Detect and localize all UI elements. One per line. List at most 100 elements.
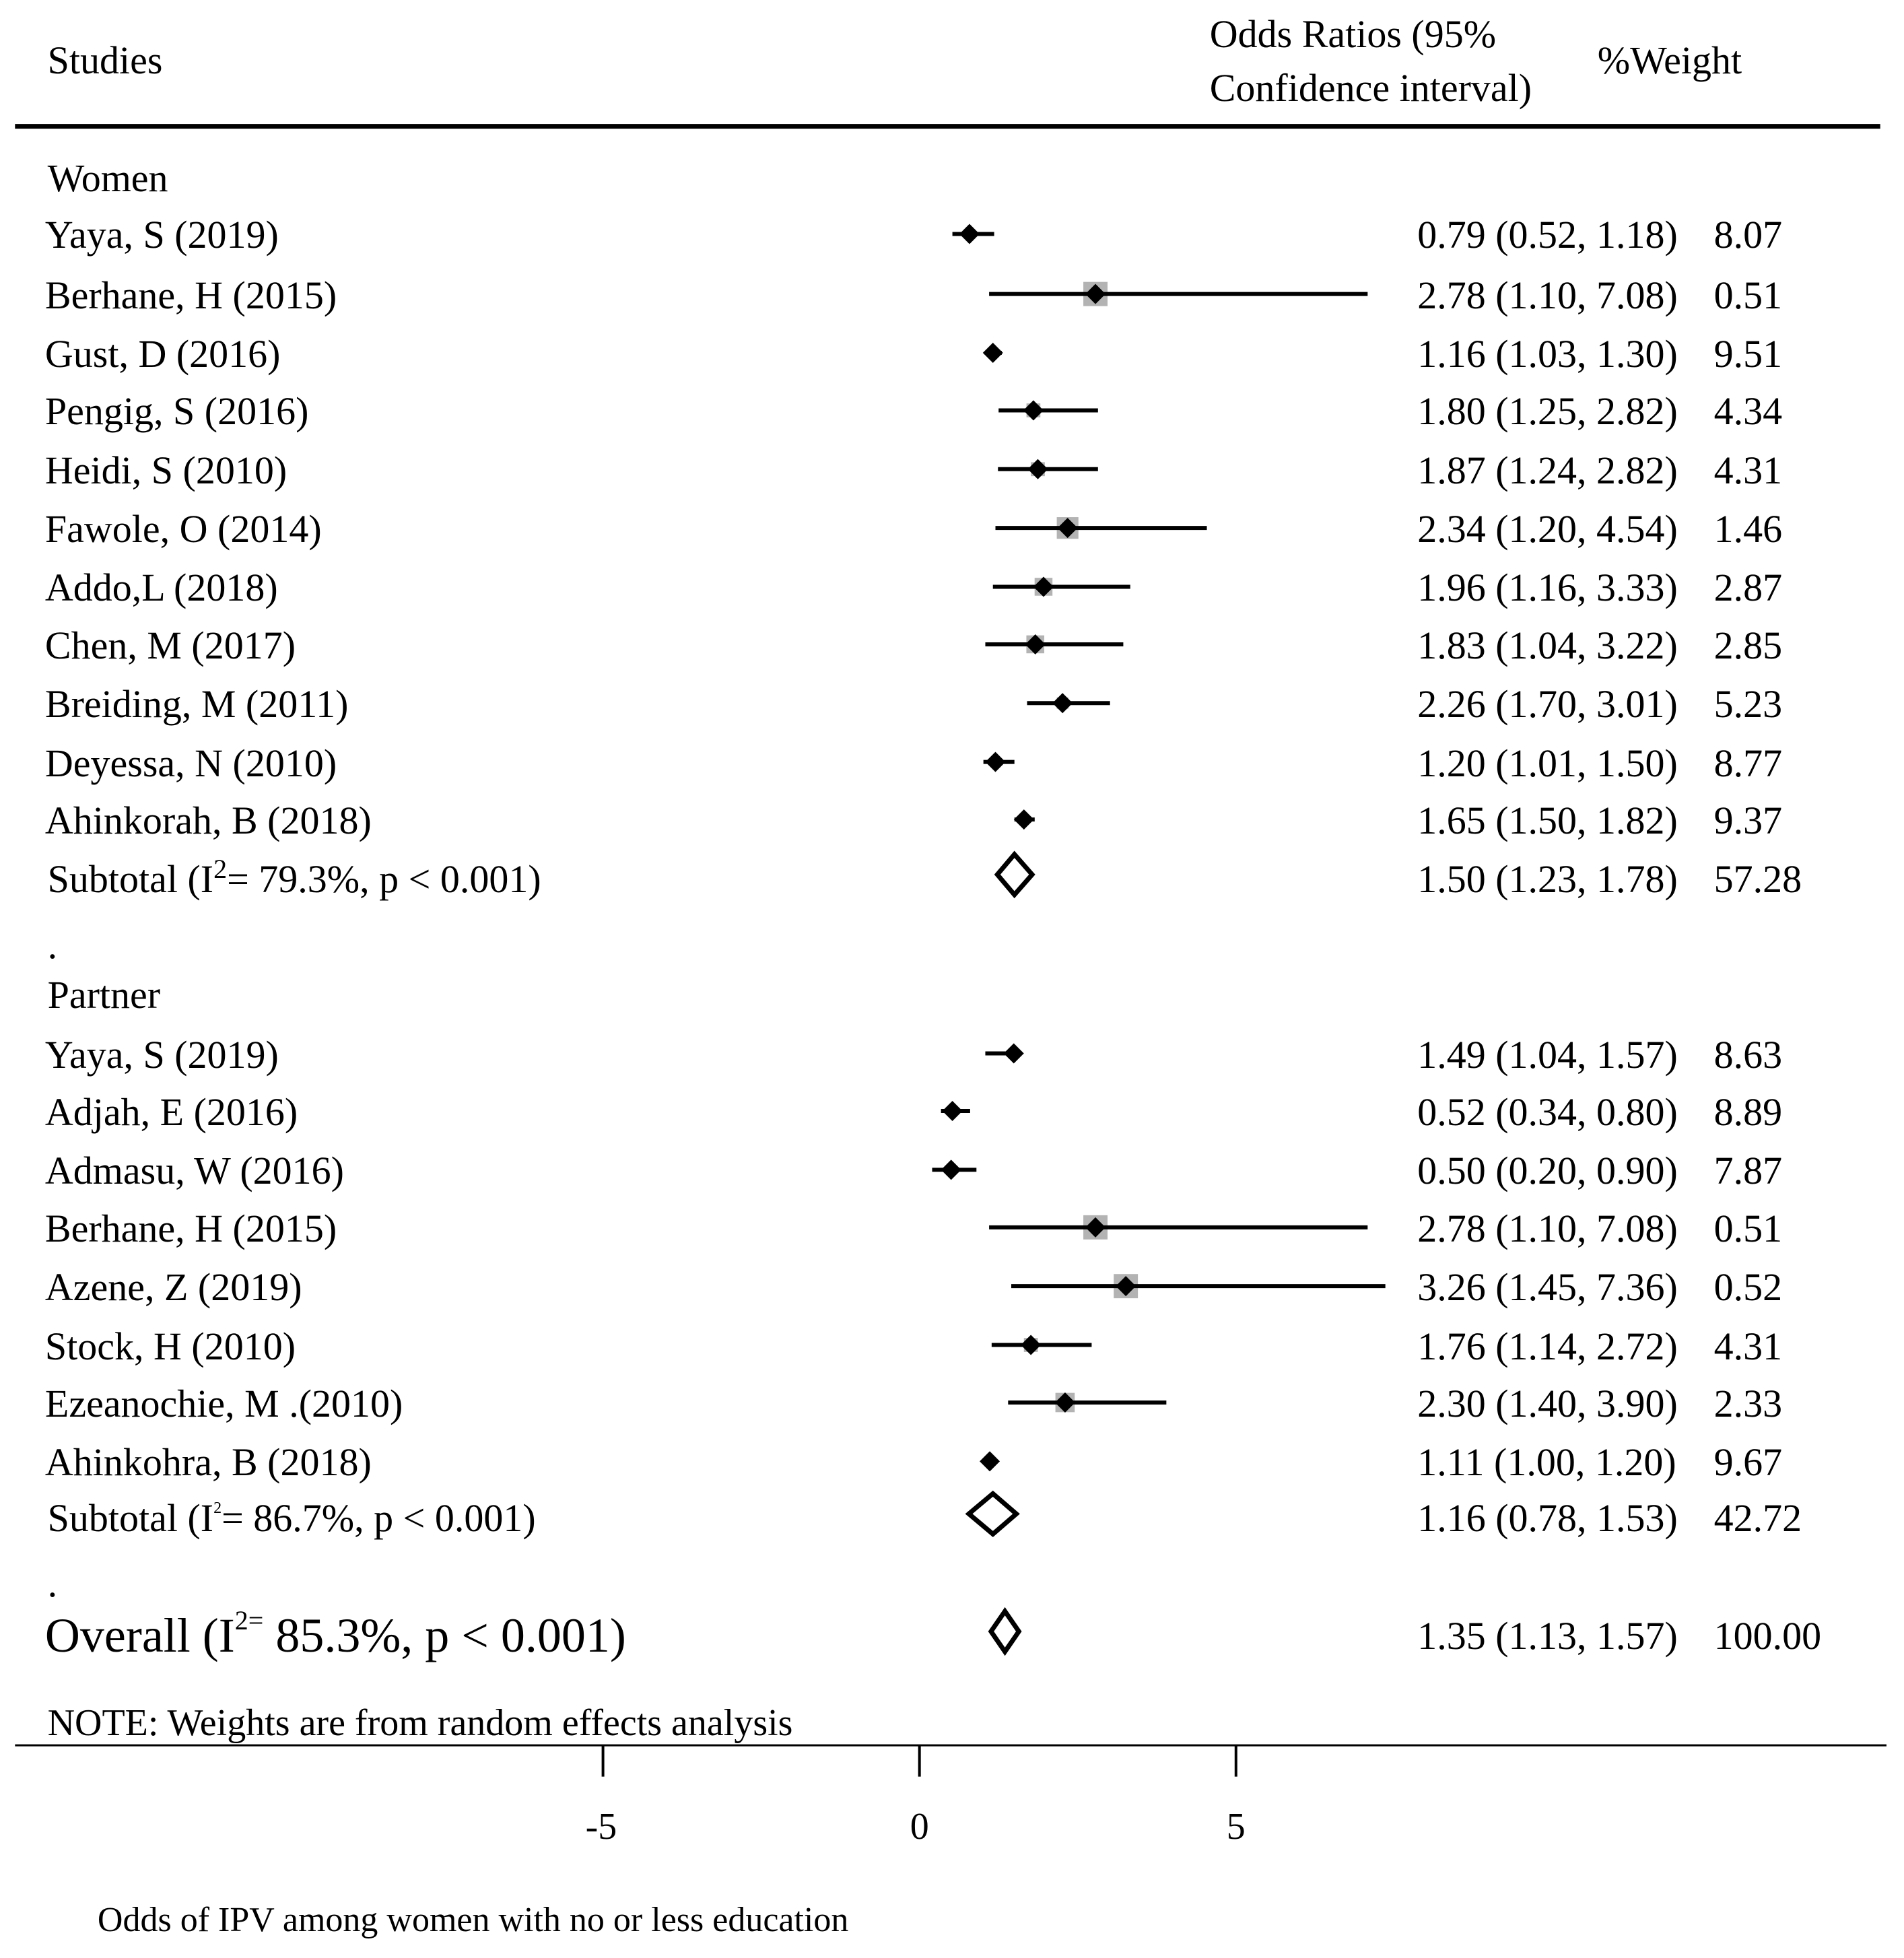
group-label-women: Women <box>47 156 168 200</box>
ci-value: 2.78 (1.10, 7.08) <box>1417 1206 1678 1250</box>
subtotal-label-partner: Subtotal (I2= 86.7%, p < 0.001) <box>48 1499 536 1538</box>
header-weight: %Weight <box>1597 38 1742 83</box>
point-estimate <box>1033 576 1054 597</box>
note-text: NOTE: Weights are from random effects an… <box>47 1701 793 1744</box>
x-tick-label: 0 <box>910 1806 929 1848</box>
study-label: Admasu, W (2016) <box>44 1149 344 1193</box>
study-label: Stock, H (2010) <box>44 1324 296 1368</box>
point-estimate <box>1025 634 1046 654</box>
subtotal-word: Subtotal <box>47 856 178 901</box>
study-label: Breiding, M (2011) <box>44 682 349 727</box>
subtotal-weight-women: 57.28 <box>1713 856 1802 901</box>
study-label: Chen, M (2017) <box>44 623 296 667</box>
subtotal-stat: = 79.3%, p < 0.001) <box>227 856 541 901</box>
point-estimate <box>980 1451 1000 1472</box>
overall-paren: (I <box>202 1609 235 1663</box>
spacer-dot: . <box>47 1561 58 1605</box>
point-estimate <box>1003 1043 1024 1064</box>
study-label: Berhane, H (2015) <box>44 1206 337 1250</box>
study-label: Berhane, H (2015) <box>44 273 337 317</box>
weight-value: 0.51 <box>1713 273 1783 317</box>
header-or-line2: Confidence interval) <box>1209 66 1532 110</box>
point-estimate <box>1021 1335 1042 1355</box>
ci-value: 0.50 (0.20, 0.90) <box>1417 1149 1678 1193</box>
point-estimate <box>985 751 1006 772</box>
subtotal-paren: ( <box>187 1496 201 1541</box>
study-label: Ahinkorah, B (2018) <box>44 799 372 843</box>
weight-value: 0.52 <box>1713 1265 1783 1310</box>
overall-word: Overall <box>44 1609 191 1663</box>
ci-value: 2.34 (1.20, 4.54) <box>1417 507 1678 551</box>
ci-value: 1.76 (1.14, 2.72) <box>1417 1324 1678 1368</box>
weight-value: 8.63 <box>1713 1032 1783 1077</box>
ci-value: 1.49 (1.04, 1.57) <box>1417 1032 1678 1077</box>
study-label: Gust, D (2016) <box>44 331 281 376</box>
point-estimate <box>1054 1392 1075 1413</box>
point-estimate <box>942 1101 963 1122</box>
ci-value: 1.16 (1.03, 1.30) <box>1417 331 1678 376</box>
subtotal-diamond-partner <box>965 1490 1020 1537</box>
point-estimate <box>1052 693 1073 714</box>
point-estimate <box>1013 809 1034 830</box>
point-estimate <box>1085 283 1106 304</box>
point-estimate <box>941 1159 961 1180</box>
study-label: Yaya, S (2019) <box>44 213 279 257</box>
ci-value: 0.79 (0.52, 1.18) <box>1417 213 1678 257</box>
weight-value: 2.85 <box>1713 623 1783 667</box>
point-estimate <box>1085 1217 1106 1238</box>
subtotal-stat: = 86.7%, p < 0.001) <box>222 1496 536 1541</box>
ci-value: 2.30 (1.40, 3.90) <box>1417 1381 1678 1425</box>
study-label: Heidi, S (2010) <box>44 448 287 492</box>
x-tick-label: -5 <box>585 1806 617 1848</box>
point-estimate <box>982 342 1003 363</box>
point-estimate <box>1057 518 1078 539</box>
ci-value: 1.83 (1.04, 3.22) <box>1417 623 1678 667</box>
ci-value: 2.78 (1.10, 7.08) <box>1417 273 1678 317</box>
point-estimate <box>1027 459 1048 479</box>
study-label: Fawole, O (2014) <box>44 507 322 551</box>
overall-ci: 1.35 (1.13, 1.57) <box>1417 1613 1678 1658</box>
point-estimate <box>1116 1276 1136 1297</box>
overall-stat: 85.3%, p < 0.001) <box>263 1609 626 1663</box>
weight-value: 8.77 <box>1713 741 1783 785</box>
ci-value: 1.20 (1.01, 1.50) <box>1417 741 1678 785</box>
subtotal-diamond-women <box>994 850 1035 899</box>
weight-value: 1.46 <box>1713 507 1783 551</box>
study-label: Pengig, S (2016) <box>44 389 309 434</box>
point-estimate <box>959 224 980 244</box>
x-tick-label: 5 <box>1226 1806 1246 1848</box>
weight-value: 4.31 <box>1713 1324 1783 1368</box>
weight-value: 4.31 <box>1713 448 1783 492</box>
ci-value: 1.65 (1.50, 1.82) <box>1417 799 1678 843</box>
study-label: Ahinkohra, B (2018) <box>44 1440 372 1485</box>
header-or-line1: Odds Ratios (95% <box>1209 12 1497 57</box>
subtotal-sup: 2 <box>213 1499 222 1518</box>
overall-diamond <box>988 1607 1022 1656</box>
weight-value: 4.34 <box>1713 389 1783 434</box>
weight-value: 9.37 <box>1713 799 1783 843</box>
subtotal-i: I <box>200 856 214 901</box>
group-label-partner: Partner <box>47 973 161 1017</box>
ci-value: 1.96 (1.16, 3.33) <box>1417 566 1678 610</box>
ci-value: 1.87 (1.24, 2.82) <box>1417 448 1678 492</box>
weight-value: 9.51 <box>1713 331 1783 376</box>
weight-value: 2.87 <box>1713 566 1783 610</box>
point-estimate <box>1023 400 1044 421</box>
study-label: Ezeanochie, M .(2010) <box>44 1381 403 1425</box>
ci-value: 1.11 (1.00, 1.20) <box>1417 1440 1676 1485</box>
subtotal-sup: 2 <box>213 853 228 884</box>
header-studies: Studies <box>47 38 163 83</box>
study-label: Azene, Z (2019) <box>44 1265 302 1310</box>
study-label: Yaya, S (2019) <box>44 1032 279 1077</box>
weight-value: 9.67 <box>1713 1440 1783 1485</box>
weight-value: 5.23 <box>1713 682 1783 727</box>
overall-sup: 2= <box>234 1605 264 1636</box>
ci-value: 1.80 (1.25, 2.82) <box>1417 389 1678 434</box>
weight-value: 7.87 <box>1713 1149 1783 1193</box>
weight-value: 8.07 <box>1713 213 1783 257</box>
x-axis-label: Odds of IPV among women with no or less … <box>97 1901 849 1940</box>
overall-label: Overall (I2= 85.3%, p < 0.001) <box>44 1607 626 1663</box>
subtotal-i: I <box>200 1496 214 1541</box>
weight-value: 2.33 <box>1713 1381 1783 1425</box>
